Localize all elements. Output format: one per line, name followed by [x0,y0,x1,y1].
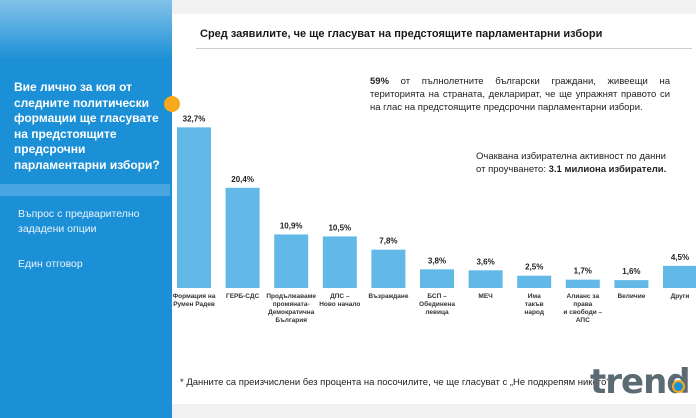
bar-value-label: 2,5% [525,263,543,272]
bar [663,265,696,288]
bar-value-label: 10,9% [280,221,303,230]
category-label: Формация на Румен Радев [173,293,216,308]
bar-value-label: 7,8% [379,237,397,246]
bar-value-label: 10,5% [328,223,351,232]
bar-value-label: 32,7% [183,114,206,123]
bar-value-label: 4,5% [671,253,689,262]
participation-text: от пълнолетните български граждани, живе… [370,76,670,113]
logo-dot-icon [672,380,685,393]
bar-value-label: 1,7% [574,267,592,276]
category-label: Алианс за права и свободи – АПС [563,293,602,324]
bar [517,275,552,288]
category-label: ДПС – Ново начало [319,293,360,308]
bar [468,270,503,288]
bar [274,234,309,288]
left-panel [0,0,172,418]
bar-value-label: 3,6% [476,257,494,266]
bar [420,269,454,288]
panel-fade [0,0,172,60]
category-label: Възраждане [368,293,409,300]
category-label: ГЕРБ-СДС [226,293,259,300]
question-text: Вие лично за коя от следните политически… [14,80,160,172]
category-label: БСП – Обединена левица [419,293,455,316]
accent-dot [164,96,180,112]
bar [322,236,357,288]
bar [371,249,406,288]
bar [225,187,260,288]
question-format-note: Въпрос с предварително зададени опции [18,208,140,235]
answer-type-note: Един отговор [18,258,83,270]
turnout-info: Очаквана избирателна активност по данни … [476,150,676,176]
category-label: Други [671,293,690,300]
category-label: Продължаваме промяната-Демократична Българ… [266,293,316,324]
bar-value-label: 20,4% [231,175,254,184]
category-label: Величие [617,293,645,300]
bar-value-label: 3,8% [428,256,446,265]
turnout-prefix: Очаквана избирателна активност по данни … [476,151,666,175]
bar [614,280,649,288]
category-label: Има такъв народ [524,293,544,316]
category-label: МЕЧ [478,293,493,300]
chart-title: Сред заявилите, че ще гласуват на предст… [200,28,603,40]
bar [565,279,600,288]
participation-pct: 59% [370,76,390,87]
title-divider [196,48,692,49]
card-top-band [172,0,696,14]
turnout-value: 3.1 милиона избиратели. [548,164,667,175]
footnote: * Данните са преизчислени без процента н… [180,377,610,388]
bar [177,127,211,289]
bar-value-label: 1,6% [622,267,640,276]
panel-divider [0,184,170,196]
participation-info: 59% от пълнолетните български граждани, … [370,75,670,114]
card-bottom-band [172,404,696,418]
